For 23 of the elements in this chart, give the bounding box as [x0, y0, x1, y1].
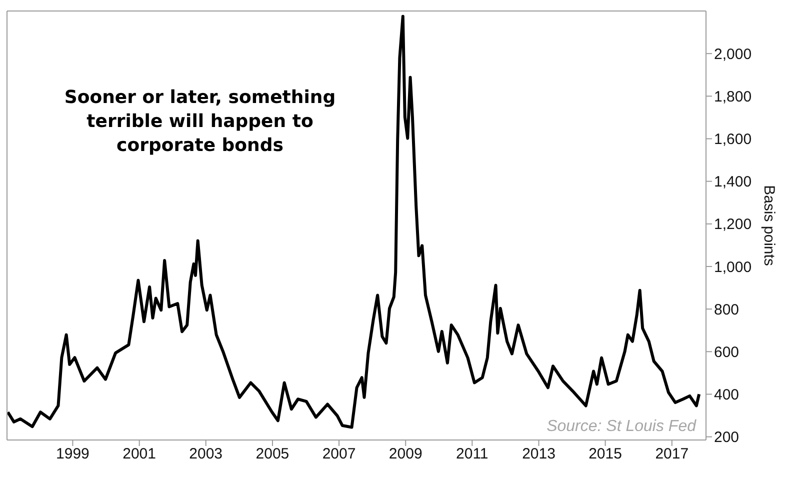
x-tick-label: 2015	[588, 446, 622, 463]
y-tick-label: 1,800	[714, 88, 752, 106]
y-tick-label: 1,600	[714, 131, 752, 148]
y-tick-label: 1,000	[714, 258, 752, 276]
text: Sooner or later, something terrible will happen to corporate bonds	[63, 86, 337, 158]
y-tick-label: 1,200	[714, 216, 752, 234]
x-tick-label: 2017	[655, 446, 689, 463]
x-tick-label: 2007	[322, 446, 356, 463]
y-tick-label: 2,000	[714, 46, 752, 63]
annotation: Source: St Louis Fed	[546, 418, 696, 436]
x-tick-label: 2009	[388, 446, 422, 463]
y-axis-title: Basis points	[760, 185, 778, 266]
x-tick-label: 2011	[456, 446, 488, 463]
x-tick-label: 1999	[56, 446, 90, 463]
x-tick-label: 2013	[522, 446, 556, 463]
y-tick-label: 800	[714, 301, 740, 318]
x-tick-label: 2005	[256, 446, 290, 463]
y-tick-label: 600	[714, 344, 740, 361]
y-tick-label: 200	[714, 429, 740, 446]
x-tick-label: 2001	[122, 446, 156, 463]
x-tick-label: 2003	[189, 446, 223, 463]
y-tick-label: 400	[714, 386, 740, 404]
y-tick-label: 1,400	[714, 174, 752, 191]
